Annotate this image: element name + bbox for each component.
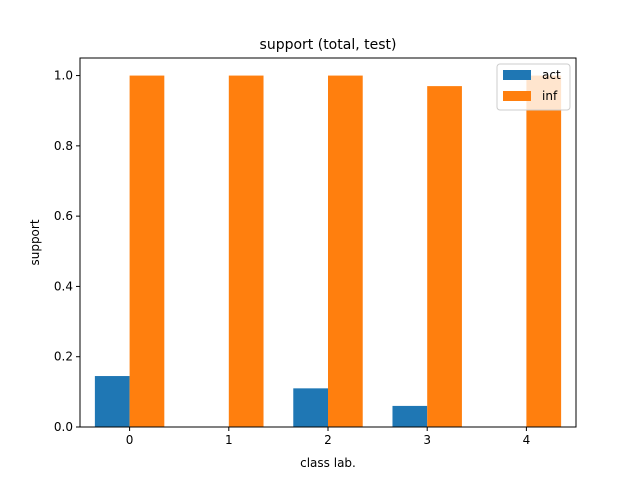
bar-inf-0 xyxy=(129,75,165,428)
y-tick-label: 0.4 xyxy=(54,279,73,293)
legend-swatch-act xyxy=(503,70,531,80)
legend-label-act: act xyxy=(542,68,561,82)
chart-title: support (total, test) xyxy=(260,37,397,53)
bar-inf-2 xyxy=(328,75,363,428)
y-tick-label: 0.0 xyxy=(54,420,73,434)
bar-act-2 xyxy=(293,388,328,427)
bar-inf-1 xyxy=(228,75,264,428)
legend: act inf xyxy=(496,63,571,111)
bar-act-3 xyxy=(392,405,428,427)
legend-swatch-inf xyxy=(503,91,531,101)
x-tick-label: 2 xyxy=(324,433,332,447)
bar-inf-3 xyxy=(427,86,462,427)
y-tick-label: 0.2 xyxy=(54,350,73,364)
x-tick-label: 1 xyxy=(225,433,233,447)
bar-inf-4 xyxy=(526,75,562,428)
x-axis-label: class lab. xyxy=(300,456,356,470)
x-tick-label: 0 xyxy=(126,433,134,447)
x-axis-ticks: 0 1 2 3 4 xyxy=(126,427,530,447)
x-tick-label: 3 xyxy=(423,433,431,447)
plot-frame xyxy=(79,57,577,428)
y-tick-label: 1.0 xyxy=(54,69,73,83)
y-axis-ticks: 0.0 0.2 0.4 0.6 0.8 1.0 xyxy=(54,69,80,434)
bar-act-0 xyxy=(94,376,130,427)
y-tick-label: 0.6 xyxy=(54,209,73,223)
legend-label-inf: inf xyxy=(542,89,558,103)
x-tick-label: 4 xyxy=(523,433,531,447)
bars-layer xyxy=(94,75,562,428)
y-axis-label: support xyxy=(28,219,42,265)
y-tick-label: 0.8 xyxy=(54,139,73,153)
